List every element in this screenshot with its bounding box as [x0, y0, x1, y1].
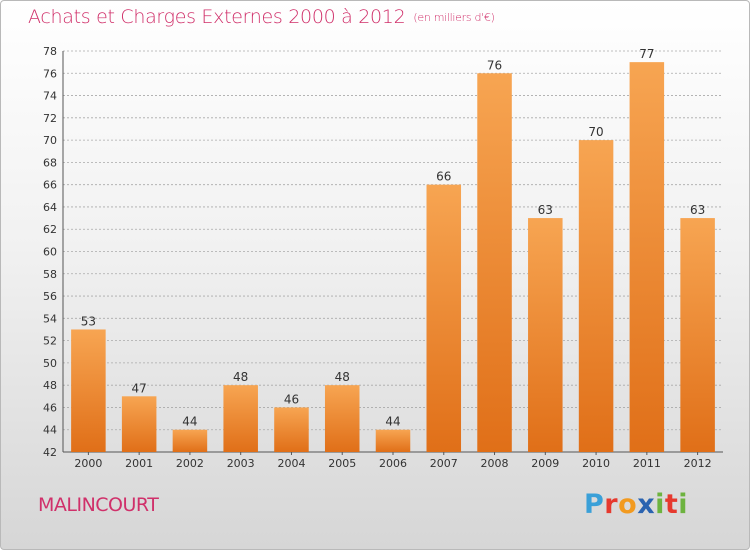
bar: [629, 62, 665, 453]
x-tick-label: 2009: [531, 457, 559, 470]
bar-value-label: 63: [538, 203, 553, 217]
logo-letter: i: [655, 489, 665, 520]
y-tick-label: 48: [43, 379, 57, 392]
y-tick-label: 54: [43, 312, 57, 325]
bar-value-label: 46: [284, 392, 299, 406]
y-tick-label: 64: [43, 201, 57, 214]
bar-value-label: 48: [335, 370, 350, 384]
x-tick-label: 2006: [379, 457, 407, 470]
commune-name: MALINCOURT: [38, 494, 159, 516]
y-tick-label: 72: [43, 112, 57, 125]
x-tick-label: 2012: [684, 457, 712, 470]
y-tick-label: 42: [43, 446, 57, 459]
bar: [426, 184, 462, 452]
y-tick-label: 60: [43, 246, 57, 259]
y-tick-label: 52: [43, 335, 57, 348]
logo-letter: t: [664, 489, 679, 520]
bar: [274, 407, 309, 452]
bar-value-label: 77: [639, 47, 654, 61]
bar-value-label: 44: [385, 415, 400, 429]
y-tick-label: 68: [43, 156, 57, 169]
bar: [71, 329, 106, 452]
x-tick-label: 2001: [125, 457, 153, 470]
y-tick-label: 46: [43, 401, 57, 414]
bar: [578, 140, 614, 452]
chart-title: Achats et Charges Externes 2000 à 2012 (e…: [28, 6, 495, 28]
bar: [324, 385, 360, 452]
bar-value-label: 66: [436, 170, 451, 184]
x-tick-label: 2002: [176, 457, 204, 470]
logo-letter: r: [604, 489, 619, 520]
y-tick-label: 56: [43, 290, 57, 303]
unit-label: (en milliers d'€): [413, 11, 495, 24]
y-tick-label: 58: [43, 268, 57, 281]
y-tick-label: 76: [43, 67, 57, 80]
bar-value-label: 76: [487, 58, 502, 72]
x-tick-label: 2000: [74, 457, 102, 470]
bar-value-label: 48: [233, 370, 248, 384]
bar-value-label: 53: [81, 314, 96, 328]
x-tick-label: 2011: [633, 457, 661, 470]
y-tick-label: 70: [43, 134, 57, 147]
x-tick-label: 2007: [430, 457, 458, 470]
chart-title-text: Achats et Charges Externes 2000 à 2012: [28, 6, 406, 28]
proxiti-logo[interactable]: Proxiti: [584, 489, 688, 520]
x-tick-label: 2008: [481, 457, 509, 470]
y-tick-label: 62: [43, 223, 57, 236]
y-tick-label: 50: [43, 357, 57, 370]
bar-value-label: 47: [132, 381, 147, 395]
bar-value-label: 63: [690, 203, 705, 217]
bar: [223, 385, 258, 452]
y-tick-label: 44: [43, 424, 57, 437]
x-tick-label: 2010: [582, 457, 610, 470]
x-tick-label: 2004: [277, 457, 305, 470]
x-tick-label: 2003: [227, 457, 255, 470]
bar: [477, 73, 512, 453]
bar-value-label: 70: [588, 125, 603, 139]
y-tick-label: 74: [43, 90, 57, 103]
bar: [121, 396, 157, 452]
logo-letter: o: [618, 489, 638, 520]
bar: [172, 429, 208, 452]
bar: [375, 429, 411, 452]
y-tick-label: 66: [43, 179, 57, 192]
bar: [528, 218, 563, 452]
logo-letter: P: [584, 489, 605, 520]
logo-letter: i: [678, 489, 689, 520]
x-tick-label: 2005: [328, 457, 356, 470]
y-tick-label: 78: [43, 45, 57, 58]
logo-letter: x: [637, 489, 656, 520]
bar: [680, 218, 715, 452]
bar-value-label: 44: [182, 415, 197, 429]
